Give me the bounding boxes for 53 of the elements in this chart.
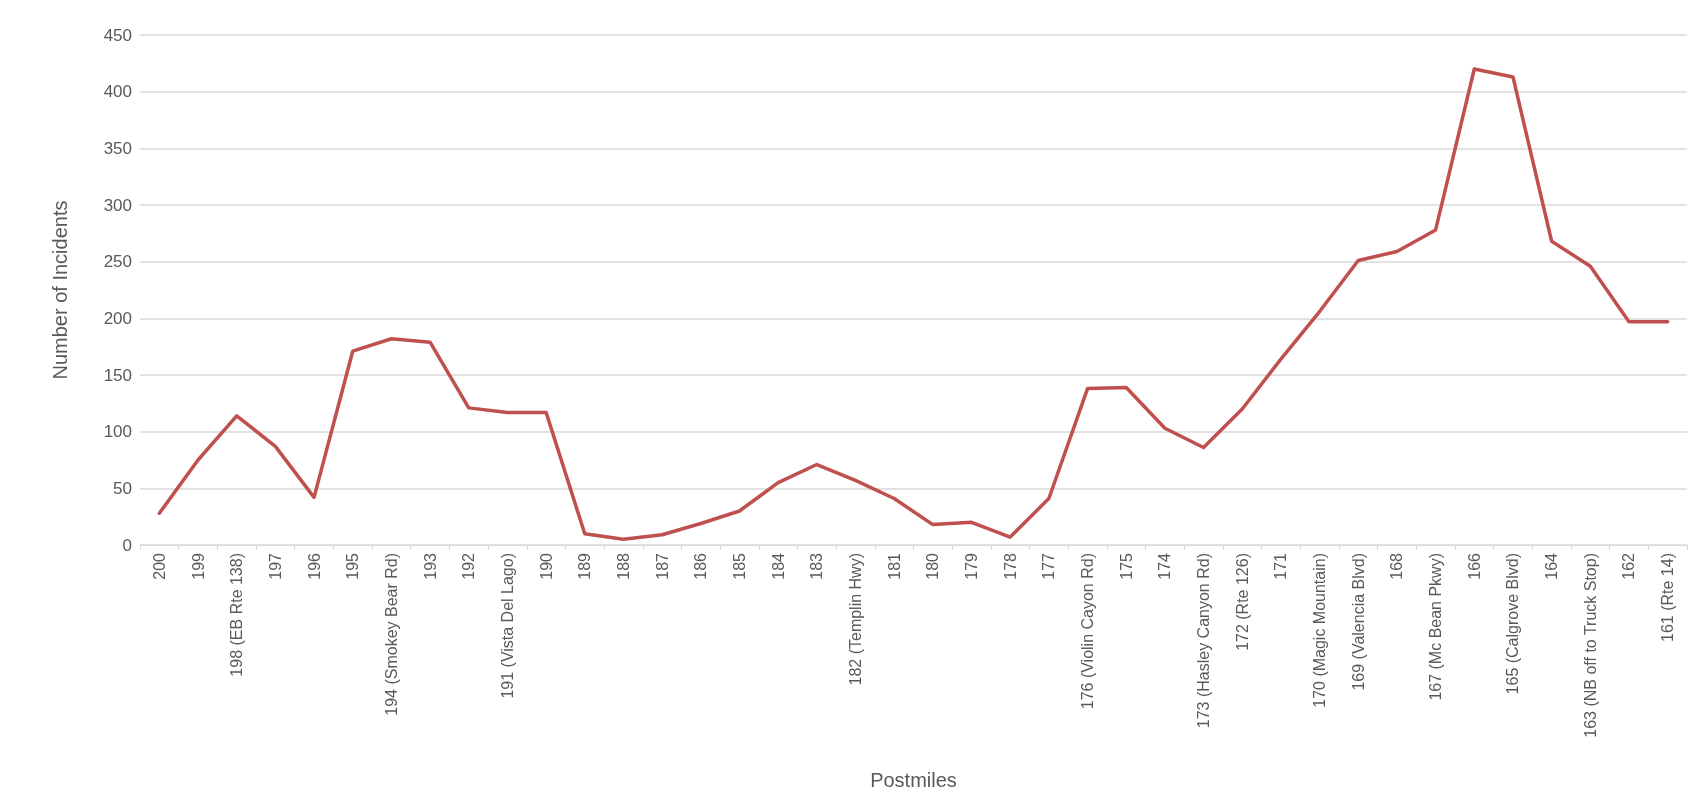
y-tick-label: 50 <box>113 478 132 498</box>
x-tick-label: 197 <box>266 552 284 580</box>
y-axis-title: Number of Incidents <box>49 200 71 380</box>
x-tick-label: 186 <box>692 552 710 580</box>
x-tick-label: 166 <box>1465 552 1483 580</box>
y-tick-label: 350 <box>103 138 132 158</box>
x-tick-label: 183 <box>808 552 826 580</box>
x-tick-label: 170 (Magic Mountain) <box>1311 553 1329 708</box>
x-tick-label: 185 <box>730 552 748 580</box>
x-tick-label: 164 <box>1543 552 1561 580</box>
line-series <box>157 67 1670 542</box>
x-tick-label: 189 <box>576 552 594 580</box>
x-tick-label: 187 <box>653 552 671 580</box>
y-tick-label: 300 <box>103 195 132 215</box>
x-tick-label: 175 <box>1117 552 1135 580</box>
x-tick-label: 182 (Templin Hwy) <box>846 553 864 686</box>
x-tick-label: 163 (NB off to Truck Stop) <box>1581 553 1599 738</box>
x-tick-label: 179 <box>963 552 981 580</box>
x-axis-title: Postmiles <box>870 769 957 791</box>
x-tick-label: 192 <box>460 552 478 580</box>
y-tick-label: 400 <box>103 82 132 102</box>
y-tick-label: 0 <box>122 535 132 555</box>
x-tick-label: 181 <box>885 552 903 580</box>
x-tick-label: 195 <box>344 552 362 580</box>
x-tick-label: 191 (Vista Del Lago) <box>498 553 516 699</box>
y-tick-label: 200 <box>103 308 132 328</box>
x-tick-label: 176 (Violin Cayon Rd) <box>1079 553 1097 710</box>
x-tick-label: 168 <box>1388 552 1406 580</box>
x-tick-label: 199 <box>189 552 207 580</box>
x-tick-label: 177 <box>1040 552 1058 580</box>
x-tick-label: 174 <box>1156 552 1174 580</box>
x-tick-label: 173 (Hasley Canyon Rd) <box>1195 553 1213 729</box>
x-tick-label: 190 <box>537 552 555 580</box>
x-tick-label: 193 <box>421 552 439 580</box>
y-tick-label: 450 <box>103 25 132 45</box>
x-tick-label: 169 (Valencia Blvd) <box>1349 553 1367 691</box>
x-tick-label: 162 <box>1620 552 1638 580</box>
x-tick-label: 200 <box>150 552 168 580</box>
x-tick-label: 178 <box>1001 552 1019 580</box>
x-tick-label: 165 (Calgrove Blvd) <box>1504 553 1522 695</box>
x-tick-label: 167 (Mc Bean Pkwy) <box>1427 553 1445 701</box>
x-tick-label: 172 (Rte 126) <box>1233 553 1251 651</box>
x-tick-label: 188 <box>614 552 632 580</box>
y-tick-label: 250 <box>103 252 132 272</box>
x-tick-label: 196 <box>305 552 323 580</box>
x-tick-label: 171 <box>1272 552 1290 580</box>
x-tick-label: 161 (Rte 14) <box>1659 553 1677 642</box>
x-tick-label: 198 (EB Rte 138) <box>228 553 246 677</box>
x-tick-label: 194 (Smokey Bear Rd) <box>382 553 400 716</box>
y-tick-label: 100 <box>103 422 132 442</box>
y-tick-label: 150 <box>103 365 132 385</box>
x-tick-label: 184 <box>769 552 787 580</box>
x-tick-label: 180 <box>924 552 942 580</box>
